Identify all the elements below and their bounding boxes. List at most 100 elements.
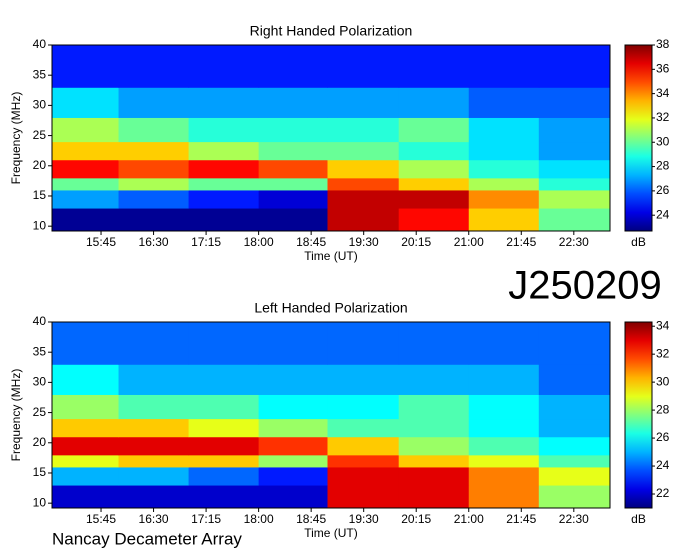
colorbar-label: dB (631, 235, 646, 249)
heat-cell (538, 208, 611, 232)
heat-cell (398, 159, 470, 179)
heat-cell (398, 485, 470, 509)
colorbar-tick-label: 32 (656, 346, 670, 360)
y-axis-label: Frequency (MHz) (9, 92, 23, 185)
heat-cell (52, 87, 120, 118)
x-tick-label: 15:45 (86, 235, 116, 249)
colorbar-tick-label: 34 (656, 318, 670, 332)
heat-cell (327, 394, 400, 420)
heat-cell (188, 418, 260, 438)
heat-cell (188, 394, 260, 420)
heat-cell (188, 454, 260, 468)
heat-cell (398, 364, 470, 395)
x-axis-label: Time (UT) (304, 526, 358, 540)
heat-cell (538, 418, 611, 438)
colorbar-tick-label: 28 (656, 402, 670, 416)
colorbar-tick-label: 30 (656, 134, 670, 148)
heat-cell (52, 436, 120, 456)
heat-cell (538, 454, 611, 468)
y-tick-label: 25 (33, 128, 47, 142)
x-axis-label: Time (UT) (304, 249, 358, 263)
chart-title: Left Handed Polarization (254, 300, 407, 316)
heat-cell (188, 159, 260, 179)
heat-cell (468, 454, 540, 468)
heat-cell (52, 45, 120, 88)
y-tick-label: 25 (33, 405, 47, 419)
heat-cell (52, 141, 120, 161)
heat-cell (52, 454, 120, 468)
y-tick-label: 35 (33, 67, 47, 81)
colorbar-tick-label: 32 (656, 110, 670, 124)
y-tick-label: 40 (33, 314, 47, 328)
x-tick-label: 21:00 (454, 235, 484, 249)
heat-cell (188, 87, 260, 118)
y-tick-label: 10 (33, 495, 47, 509)
colorbar-tick-label: 38 (656, 37, 670, 51)
colorbar-tick-label: 28 (656, 159, 670, 173)
x-tick-label: 17:15 (191, 512, 221, 526)
heat-cell (327, 159, 400, 179)
heat-cell (398, 117, 470, 143)
heat-cell (258, 466, 328, 486)
heat-cell (188, 189, 260, 209)
heat-cell (188, 208, 260, 232)
colorbar-tick-label: 30 (656, 374, 670, 388)
heat-cell (258, 177, 328, 191)
heat-cell (188, 436, 260, 456)
heat-cell (188, 466, 260, 486)
colorbar (624, 321, 653, 509)
heat-cell (118, 436, 190, 456)
heat-cell (327, 87, 400, 118)
x-tick-label: 18:45 (296, 235, 326, 249)
x-tick-label: 20:15 (401, 235, 431, 249)
chart-title: Right Handed Polarization (250, 23, 413, 39)
x-tick-label: 18:45 (296, 512, 326, 526)
heat-cell (327, 322, 400, 365)
heat-cell (327, 418, 400, 438)
plot-frame (51, 321, 611, 509)
colorbar-tick-label: 22 (656, 486, 670, 500)
heat-cell (188, 177, 260, 191)
heat-cell (398, 436, 470, 456)
heat-cell (468, 177, 540, 191)
heat-cell (52, 418, 120, 438)
x-tick-label: 20:15 (401, 512, 431, 526)
heat-cell (188, 364, 260, 395)
heat-cell (398, 394, 470, 420)
heat-cell (118, 208, 190, 232)
colorbar-tick-label: 26 (656, 183, 670, 197)
heat-cell (538, 159, 611, 179)
heat-cell (52, 364, 120, 395)
heat-cell (398, 189, 470, 209)
heat-cell (52, 208, 120, 232)
x-tick-label: 18:00 (244, 235, 274, 249)
heat-cell (258, 87, 328, 118)
heat-cell (118, 485, 190, 509)
y-tick-label: 15 (33, 465, 47, 479)
x-tick-label: 15:45 (86, 512, 116, 526)
heat-cell (538, 436, 611, 456)
heat-cell (118, 394, 190, 420)
instrument-name: Nancay Decameter Array (52, 529, 242, 548)
heat-cell (118, 418, 190, 438)
heat-cell (398, 87, 470, 118)
observation-id: J250209 (508, 264, 661, 308)
heat-cell (52, 322, 120, 365)
heat-cell (52, 466, 120, 486)
x-tick-label: 16:30 (139, 512, 169, 526)
x-tick-label: 16:30 (139, 235, 169, 249)
heat-cell (398, 466, 470, 486)
heat-cell (538, 45, 611, 88)
heat-cell (398, 208, 470, 232)
colorbar-tick-label: 34 (656, 86, 670, 100)
heat-cell (52, 177, 120, 191)
heat-cell (118, 141, 190, 161)
colorbar-tick-label: 24 (656, 207, 670, 221)
heat-cell (398, 418, 470, 438)
y-tick-label: 20 (33, 158, 47, 172)
heat-cell (118, 177, 190, 191)
heat-cell (468, 141, 540, 161)
colorbar-label: dB (631, 512, 646, 526)
heat-cell (327, 117, 400, 143)
